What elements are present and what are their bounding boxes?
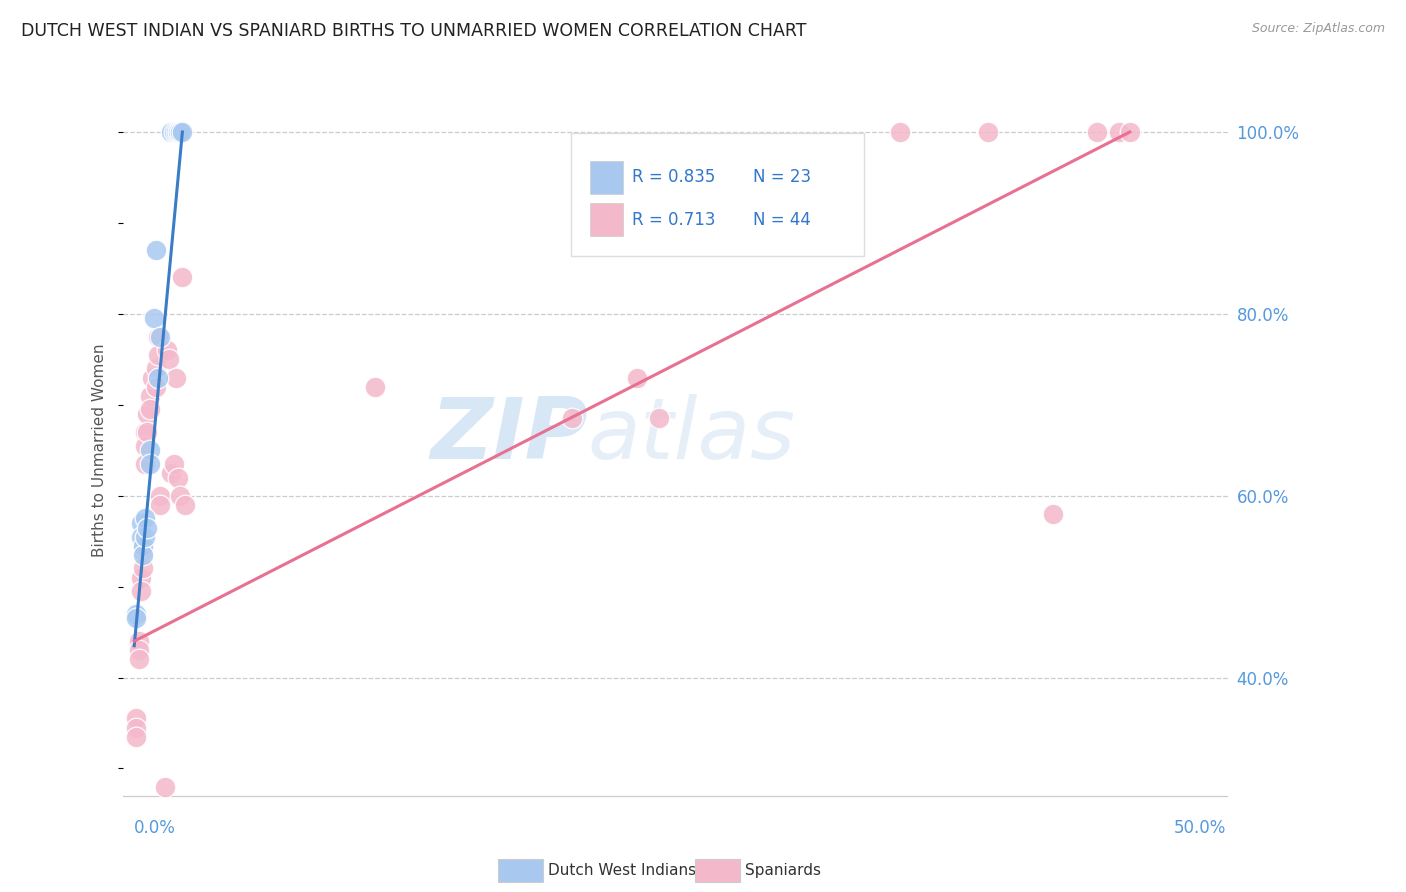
Point [173, 498, 195, 512]
Point [364, 379, 387, 393]
Point [167, 125, 190, 139]
Point [626, 370, 648, 384]
Point [142, 311, 165, 326]
Point [128, 652, 150, 666]
Point [134, 425, 156, 439]
Point [172, 270, 194, 285]
Text: DUTCH WEST INDIAN VS SPANIARD BIRTHS TO UNMARRIED WOMEN CORRELATION CHART: DUTCH WEST INDIAN VS SPANIARD BIRTHS TO … [21, 22, 807, 40]
Point [138, 443, 160, 458]
Text: N = 23: N = 23 [754, 169, 811, 186]
Point [136, 520, 159, 534]
Point [145, 243, 167, 257]
Point [162, 125, 184, 139]
Point [141, 370, 163, 384]
Point [132, 543, 155, 558]
Point [172, 125, 194, 139]
Text: R = 0.713: R = 0.713 [631, 211, 716, 229]
Text: 0.0%: 0.0% [134, 819, 176, 837]
Point [129, 530, 152, 544]
Point [134, 530, 156, 544]
FancyBboxPatch shape [571, 134, 863, 256]
Point [134, 439, 156, 453]
Point [145, 361, 167, 376]
Point [148, 370, 170, 384]
Point [138, 457, 160, 471]
Text: Spaniards: Spaniards [745, 863, 821, 878]
Point [169, 125, 191, 139]
Point [138, 389, 160, 403]
Point [134, 457, 156, 471]
Point [169, 125, 191, 139]
Point [160, 466, 183, 480]
Text: 50.0%: 50.0% [1174, 819, 1226, 837]
Text: R = 0.835: R = 0.835 [631, 169, 716, 186]
Y-axis label: Births to Unmarried Women: Births to Unmarried Women [93, 343, 107, 557]
Point [160, 125, 183, 139]
Point [149, 329, 172, 343]
Point [1108, 125, 1130, 139]
Point [148, 329, 170, 343]
FancyBboxPatch shape [589, 161, 623, 194]
Text: atlas: atlas [588, 394, 796, 477]
Point [128, 643, 150, 657]
Point [138, 402, 160, 417]
Point [125, 607, 148, 621]
Point [136, 425, 159, 439]
Text: ZIP: ZIP [430, 394, 588, 477]
Point [132, 561, 155, 575]
Point [157, 352, 180, 367]
Point [125, 721, 148, 735]
Point [167, 470, 190, 484]
Point [129, 570, 152, 584]
Point [976, 125, 998, 139]
Point [145, 379, 167, 393]
Point [165, 370, 187, 384]
Point [134, 511, 156, 525]
Point [129, 584, 152, 599]
FancyBboxPatch shape [589, 203, 623, 236]
Point [125, 611, 148, 625]
Point [128, 634, 150, 648]
Point [129, 516, 152, 530]
Text: Source: ZipAtlas.com: Source: ZipAtlas.com [1251, 22, 1385, 36]
Point [1085, 125, 1108, 139]
Point [648, 411, 671, 425]
Point [1119, 125, 1142, 139]
Text: N = 44: N = 44 [754, 211, 811, 229]
Point [169, 489, 191, 503]
Point [1042, 507, 1064, 521]
Text: Dutch West Indians: Dutch West Indians [548, 863, 696, 878]
Point [125, 730, 148, 744]
Point [156, 343, 179, 358]
Point [136, 407, 159, 421]
Point [132, 548, 155, 562]
Point [561, 411, 583, 425]
Point [149, 489, 172, 503]
Point [162, 457, 184, 471]
Point [165, 125, 187, 139]
Point [167, 125, 190, 139]
Point [132, 539, 155, 553]
Point [149, 498, 172, 512]
Point [889, 125, 911, 139]
Point [125, 711, 148, 725]
Point [148, 348, 170, 362]
Point [153, 780, 176, 794]
